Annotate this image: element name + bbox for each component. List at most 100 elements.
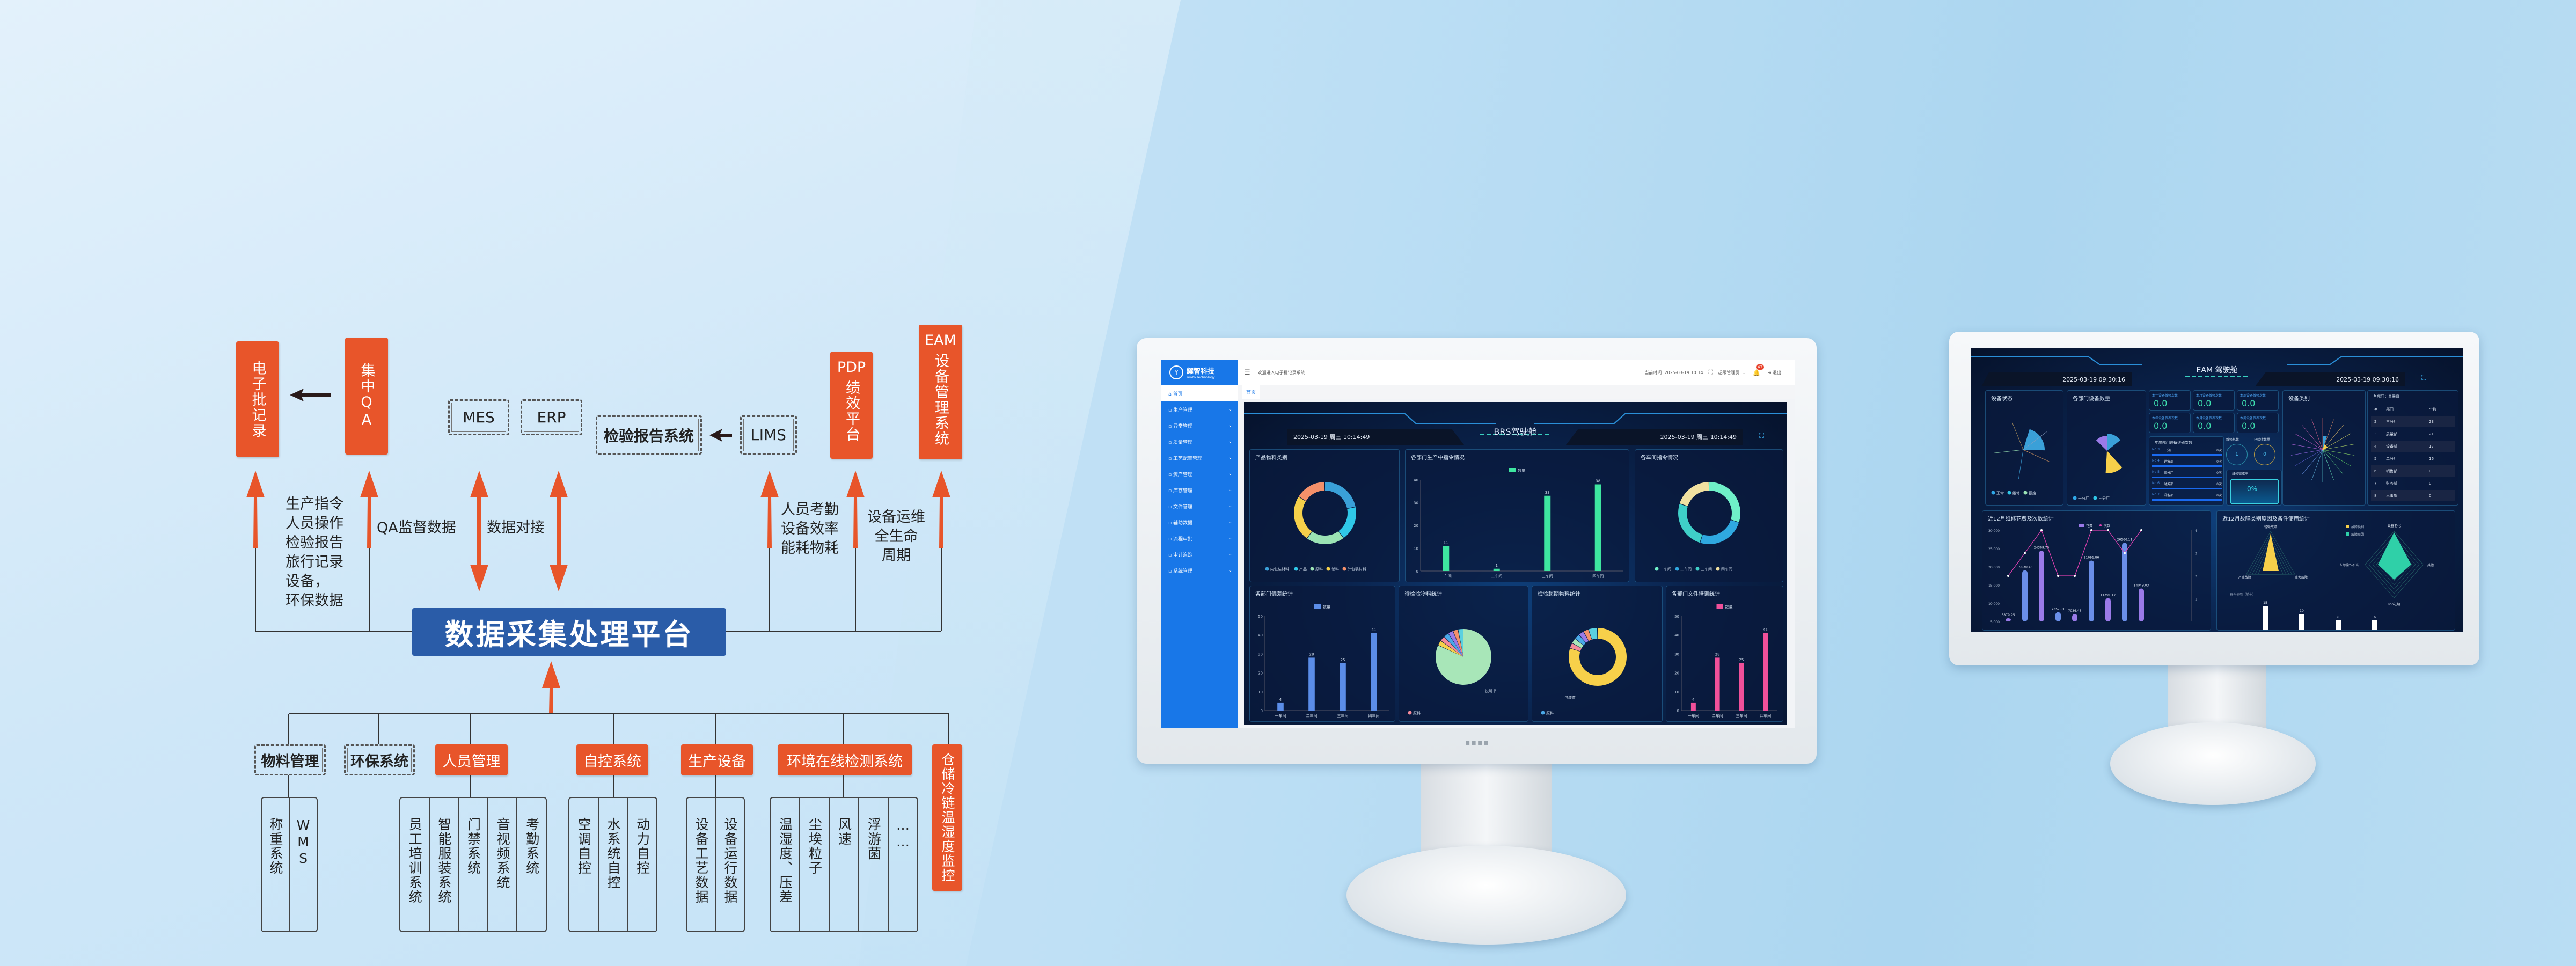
fullscreen-icon[interactable]: ⛶	[1708, 369, 1713, 376]
dashboard-title: BRS驾驶舱	[1494, 427, 1537, 437]
flow-line: 能耗物耗	[781, 540, 839, 557]
sidebar-item[interactable]: ⌂ 首页	[1161, 385, 1238, 401]
radar-grid	[2372, 539, 2416, 590]
monitor-brand: ▪▪▪▪	[1465, 738, 1490, 747]
legend-dot	[1675, 567, 1679, 571]
count-point	[2040, 529, 2043, 531]
sidebar-item[interactable]: ▫ 审计追踪 ⌄	[1161, 546, 1238, 562]
panel-title: 设备类别	[2288, 396, 2310, 402]
legend-dot	[1716, 567, 1720, 571]
legend-label: 产品	[1299, 567, 1307, 572]
panel-title: 各部门生产中指令情况	[1411, 455, 1465, 461]
category-box: 环保系统	[344, 744, 415, 775]
sidebar-item[interactable]: ▫ 辅助数据 ⌄	[1161, 514, 1238, 530]
ranking-bar	[2152, 465, 2222, 467]
legend-swatch	[1509, 468, 1516, 472]
rose-slice	[2096, 436, 2107, 451]
legend-label: 四车间	[1721, 567, 1732, 572]
lims-box: LIMS	[740, 415, 797, 455]
sidebar-item[interactable]: ▫ 资产管理 ⌄	[1161, 466, 1238, 482]
pdp-name: 绩效平台	[843, 380, 860, 442]
panel-fault-stats: 近12月故障类别原因及备件使用统计 轻微故障 严重故障 重大故障 设备老化 人为操作不当 其…	[2216, 510, 2455, 631]
donut-slice	[1575, 635, 1586, 646]
ranking-row-text: No 3 二分厂 0次	[2152, 448, 2222, 452]
y-tick-label: 20	[1258, 671, 1263, 676]
flow-label-eam: 设备运维 全生命 周期	[865, 508, 927, 566]
legend-label: 内包装材料	[1270, 567, 1289, 572]
bell-icon[interactable]: 🔔 43	[1753, 364, 1764, 376]
subsystem-label: 浮游菌	[866, 817, 882, 861]
bar	[1340, 663, 1346, 711]
y-tick-label: 10,000	[1988, 602, 2000, 606]
stat-value: 0.0	[2198, 398, 2212, 408]
y-tick-label: 50	[1674, 614, 1679, 619]
subsystem-label: 门禁系统	[465, 817, 481, 875]
table-row: 2 三分厂 23	[2371, 416, 2455, 427]
bar-value-label: 28	[1715, 652, 1720, 656]
radar-grid	[2258, 546, 2284, 575]
table-cell: 17	[2429, 444, 2434, 449]
x-tick-label: 二车间	[1491, 574, 1502, 579]
ranking-count: 0次	[2216, 449, 2222, 452]
bar-value-label: 11391.17	[2101, 594, 2116, 597]
sidebar-item[interactable]: ▫ 生产管理 ⌄	[1161, 401, 1238, 418]
pie-slice	[1453, 630, 1463, 657]
bar	[1371, 633, 1377, 711]
bar	[1739, 663, 1744, 711]
sidebar-item[interactable]: ▫ 文件管理 ⌄	[1161, 498, 1238, 514]
legend-label: 维修	[2012, 491, 2020, 495]
table-cell: 21	[2429, 431, 2434, 436]
donut-slice	[1572, 639, 1584, 648]
legend-swatch	[1716, 604, 1723, 609]
donut-slice	[1583, 629, 1592, 641]
logout-button[interactable]: ⇥ 退出	[1767, 370, 1781, 375]
sidebar-item[interactable]: ▫ 异常管理 ⌄	[1161, 418, 1238, 434]
x-tick-label: 一车间	[1440, 574, 1452, 579]
sidebar-item[interactable]: ▫ 质量管理 ⌄	[1161, 434, 1238, 450]
stat-tile: 本年设备保养次数 0.0	[2149, 413, 2191, 433]
donut-slice	[1338, 507, 1356, 538]
legend-label: 一车间	[1660, 567, 1671, 572]
table-cell: 8	[2374, 493, 2377, 498]
panel-title: 近12月维修花费及次数统计	[1988, 516, 2054, 522]
sidebar-item[interactable]: ▫ 库存管理 ⌄	[1161, 482, 1238, 498]
user-menu[interactable]: 超级管理员	[1718, 370, 1740, 375]
bar	[2006, 618, 2011, 621]
tab-home[interactable]: 首页	[1242, 385, 1261, 399]
expand-icon[interactable]: ⛶	[1759, 432, 1765, 440]
table-cell: 人事部	[2386, 493, 2397, 498]
expand-icon[interactable]: ⛶	[2421, 374, 2427, 382]
sidebar-item[interactable]: ▫ 系统管理 ⌄	[1161, 562, 1238, 579]
panel-pending-materials: 待检验物料统计 说明书 原料	[1399, 586, 1528, 722]
rose-slice	[2323, 444, 2328, 450]
rose-slice	[2107, 434, 2121, 451]
pie-slice	[1448, 631, 1463, 657]
stat-tile: 本年设备维修次数 0.0	[2149, 390, 2191, 411]
bar-value-label: 10	[2300, 609, 2304, 613]
table-row: 8 人事部 0	[2371, 490, 2455, 501]
legend-label: 外包装材料	[1348, 567, 1366, 572]
table-cell: 3	[2374, 431, 2377, 436]
sidebar-item[interactable]: ▫ 流程审批 ⌄	[1161, 530, 1238, 546]
panel-title: 各部门偏差统计	[1255, 591, 1293, 597]
subsystem-label: 设备工艺数据	[693, 817, 709, 904]
ranking-row: No 6 财务部 0次	[2152, 481, 2222, 489]
logo-icon: Y	[1169, 365, 1183, 379]
right-tick-label: 4	[2195, 529, 2197, 533]
pie-slice	[1444, 633, 1463, 657]
table-cell: 三分厂	[2386, 419, 2397, 424]
category-label: 生产设备	[688, 753, 746, 770]
panel-title: 检验超期物料统计	[1538, 591, 1580, 597]
ranking-no: No 7	[2152, 493, 2160, 496]
chevron-down-icon: ⌄	[1228, 455, 1232, 460]
logo-name: 耀智科技	[1187, 368, 1215, 376]
subsystem-label: ……	[895, 817, 911, 851]
bar-value-label: 26566.11	[2117, 538, 2133, 541]
sidebar-item[interactable]: ▫ 工艺配置管理 ⌄	[1161, 450, 1238, 466]
menu-toggle-icon[interactable]: ☰	[1244, 368, 1250, 377]
ranking-no: No 5	[2152, 470, 2160, 474]
sidebar-item-label: ▫ 辅助数据	[1168, 520, 1192, 526]
bar	[2039, 551, 2044, 621]
